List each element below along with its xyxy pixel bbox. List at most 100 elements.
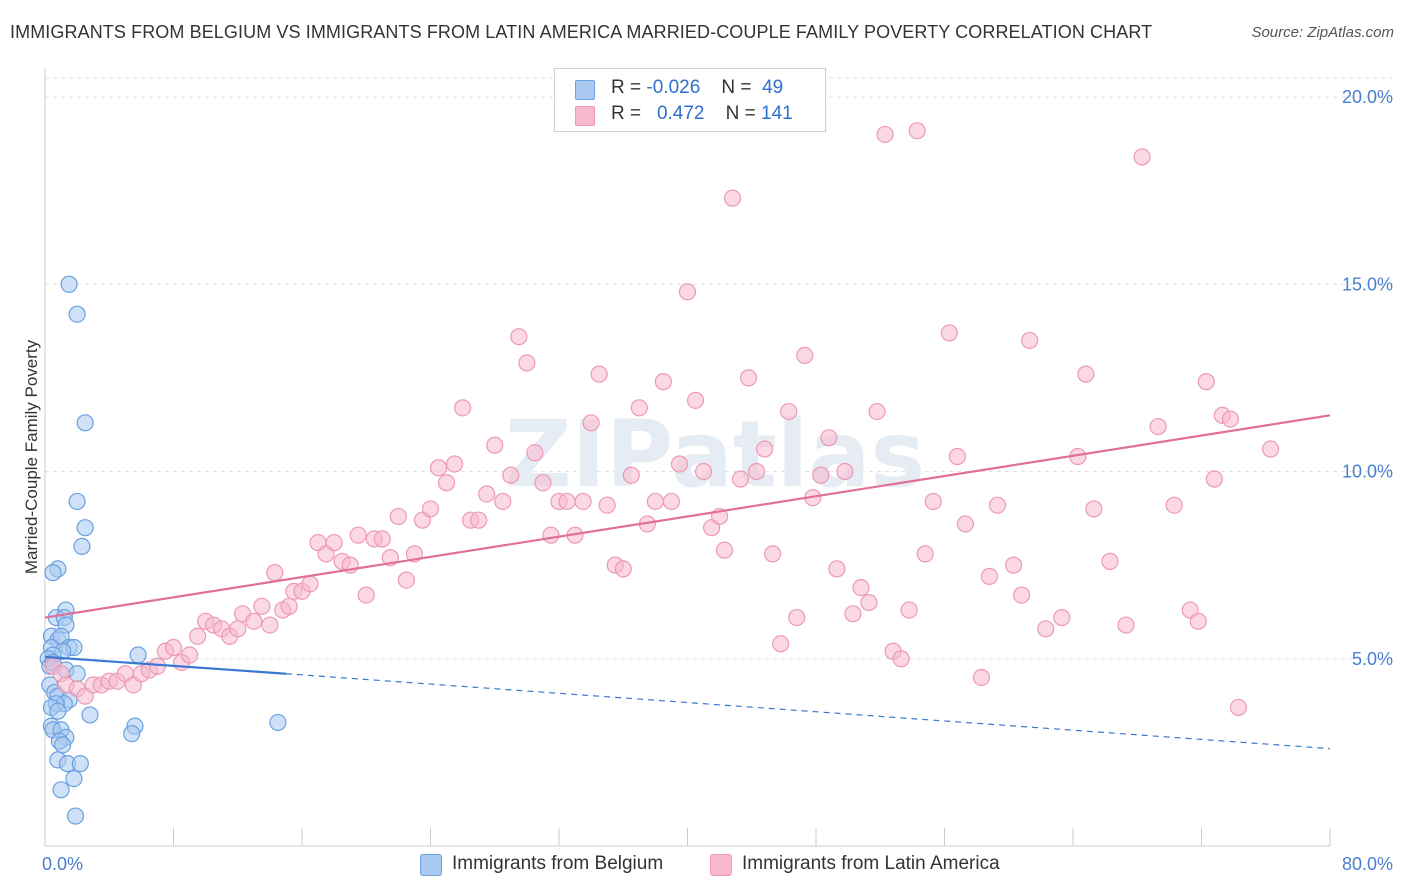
data-point-latin-america: [622, 466, 640, 484]
data-point-latin-america: [892, 650, 910, 668]
data-point-latin-america: [1221, 410, 1240, 428]
data-point-belgium: [123, 725, 141, 743]
data-point-latin-america: [1101, 552, 1119, 570]
data-point-latin-america: [796, 346, 814, 365]
data-point-latin-america: [739, 369, 758, 387]
data-point-belgium: [269, 713, 287, 732]
data-point-latin-america: [948, 447, 966, 466]
data-point-latin-america: [582, 414, 600, 432]
data-point-latin-america: [723, 189, 742, 207]
data-point-latin-america: [301, 575, 319, 593]
data-point-latin-america: [646, 492, 664, 511]
data-point-latin-america: [686, 391, 705, 409]
data-point-latin-america: [900, 601, 918, 619]
data-point-latin-america: [180, 646, 199, 664]
data-point-latin-america: [397, 571, 416, 589]
data-point-latin-america: [542, 526, 560, 544]
data-point-latin-america: [526, 444, 544, 462]
series-belgium: [39, 275, 287, 825]
legend-swatch-belgium: [575, 80, 595, 100]
data-point-belgium: [68, 305, 86, 323]
data-point-latin-america: [349, 526, 367, 544]
data-point-latin-america: [325, 534, 343, 552]
data-point-belgium: [81, 706, 99, 724]
data-point-latin-america: [772, 635, 790, 653]
data-point-latin-america: [1021, 331, 1039, 350]
data-point-latin-america: [437, 474, 456, 492]
data-point-latin-america: [820, 429, 838, 447]
data-point-belgium: [49, 702, 67, 720]
trend-line-belgium-extension: [285, 673, 1331, 750]
watermark: ZIPatlas: [505, 401, 925, 508]
data-point-latin-america: [715, 541, 734, 559]
data-point-belgium: [60, 275, 78, 293]
data-point-latin-america: [654, 373, 673, 391]
data-point-belgium: [44, 564, 62, 582]
data-point-latin-america: [486, 436, 504, 454]
trend-line-belgium: [44, 655, 287, 675]
bottom-legend-swatch-belgium: [420, 854, 442, 876]
data-point-latin-america: [494, 492, 512, 511]
correlation-legend: R = -0.026 N = 49 R = 0.472 N = 141: [554, 68, 826, 132]
x-tick-label: 80.0%: [1342, 854, 1393, 874]
legend-stats-belgium: R = -0.026 N = 49: [611, 77, 784, 98]
data-point-belgium: [129, 646, 147, 664]
data-point-latin-america: [844, 605, 862, 623]
data-point-latin-america: [1165, 496, 1183, 514]
data-point-latin-america: [988, 496, 1007, 514]
data-point-latin-america: [373, 530, 391, 548]
data-point-latin-america: [1077, 365, 1095, 383]
data-point-belgium: [66, 807, 85, 825]
data-point-latin-america: [1053, 608, 1071, 627]
x-tick-labels: 0.0% 80.0%: [42, 854, 1393, 874]
x-tick-label: 0.0%: [42, 854, 83, 874]
data-point-latin-america: [1261, 440, 1280, 458]
axes: [44, 68, 1331, 847]
data-point-latin-america: [253, 597, 271, 615]
data-point-latin-america: [164, 638, 183, 657]
data-point-latin-america: [510, 328, 528, 346]
data-point-latin-america: [764, 545, 782, 563]
data-point-latin-america: [980, 567, 999, 585]
data-point-latin-america: [266, 564, 284, 582]
bottom-legend-label-belgium: Immigrants from Belgium: [452, 853, 664, 874]
data-point-belgium: [68, 492, 86, 511]
data-point-latin-america: [828, 560, 846, 578]
data-point-belgium: [76, 519, 94, 537]
data-point-latin-america: [876, 125, 894, 144]
data-point-latin-america: [188, 627, 207, 645]
data-point-latin-america: [1004, 556, 1023, 574]
y-tick-label: 5.0%: [1352, 649, 1393, 669]
trend-lines: [44, 414, 1331, 750]
data-point-latin-america: [261, 616, 279, 634]
data-point-latin-america: [518, 354, 536, 372]
legend-stats-latin-america: R = 0.472 N = 141: [611, 103, 793, 124]
data-point-latin-america: [1149, 417, 1167, 436]
data-point-latin-america: [956, 515, 974, 533]
y-tick-label: 10.0%: [1342, 462, 1393, 482]
data-point-latin-america: [389, 507, 407, 526]
y-tick-labels: 5.0% 10.0% 15.0% 20.0%: [1342, 87, 1393, 669]
data-point-latin-america: [1197, 373, 1215, 391]
data-point-latin-america: [670, 455, 689, 473]
data-point-latin-america: [678, 283, 697, 301]
data-point-latin-america: [916, 545, 934, 563]
data-point-latin-america: [1229, 698, 1248, 717]
data-point-latin-america: [852, 578, 870, 597]
data-point-belgium: [73, 537, 91, 556]
data-point-latin-america: [1037, 620, 1055, 638]
data-point-latin-america: [972, 668, 991, 687]
data-point-latin-america: [598, 496, 616, 514]
data-point-latin-america: [630, 399, 648, 417]
data-point-latin-america: [924, 492, 942, 511]
data-point-latin-america: [558, 492, 576, 511]
data-point-latin-america: [694, 462, 713, 481]
data-point-latin-america: [280, 597, 298, 615]
data-point-latin-america: [1205, 470, 1223, 488]
data-point-latin-america: [502, 466, 520, 484]
data-point-belgium: [76, 414, 94, 432]
data-point-latin-america: [229, 620, 247, 638]
data-point-latin-america: [429, 459, 448, 477]
data-point-latin-america: [357, 586, 375, 604]
y-tick-label: 20.0%: [1342, 87, 1393, 107]
